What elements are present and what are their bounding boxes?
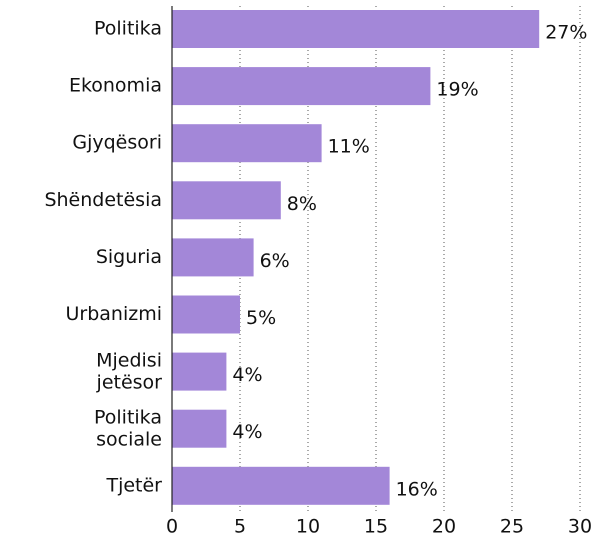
x-tick-label: 25 bbox=[500, 516, 524, 538]
x-tick-label: 15 bbox=[364, 516, 388, 538]
bar bbox=[172, 67, 431, 106]
y-tick-label: Mjedisi jetësor bbox=[96, 349, 163, 393]
y-tick-label: Tjetër bbox=[105, 474, 162, 496]
bar bbox=[172, 124, 322, 163]
y-tick-label: Gjyqësori bbox=[72, 132, 162, 154]
value-label: 4% bbox=[232, 364, 262, 386]
value-label: 19% bbox=[436, 79, 478, 101]
x-tick-label: 20 bbox=[432, 516, 456, 538]
value-label: 6% bbox=[260, 250, 290, 272]
y-tick-label: Siguria bbox=[96, 246, 162, 268]
bar bbox=[172, 181, 281, 220]
y-tick-label: Ekonomia bbox=[69, 75, 162, 97]
x-tick-label: 5 bbox=[234, 516, 246, 538]
bar bbox=[172, 238, 254, 277]
y-tick-label: Shëndetësia bbox=[44, 189, 162, 211]
x-tick-label: 10 bbox=[296, 516, 320, 538]
value-label: 4% bbox=[232, 421, 262, 443]
value-label: 8% bbox=[287, 193, 317, 215]
bar bbox=[172, 10, 540, 48]
bar bbox=[172, 352, 227, 391]
bar bbox=[172, 295, 240, 334]
value-label: 16% bbox=[396, 478, 438, 500]
x-tick-label: 0 bbox=[166, 516, 178, 538]
value-label: 5% bbox=[246, 307, 276, 329]
value-label: 27% bbox=[545, 22, 587, 44]
y-tick-label: Politika sociale bbox=[94, 406, 162, 450]
bar bbox=[172, 466, 390, 505]
bar bbox=[172, 409, 227, 448]
value-label: 11% bbox=[328, 136, 370, 158]
y-tick-label: Politika bbox=[94, 18, 162, 40]
x-tick-label: 30 bbox=[568, 516, 592, 538]
y-tick-label: Urbanizmi bbox=[65, 303, 162, 325]
